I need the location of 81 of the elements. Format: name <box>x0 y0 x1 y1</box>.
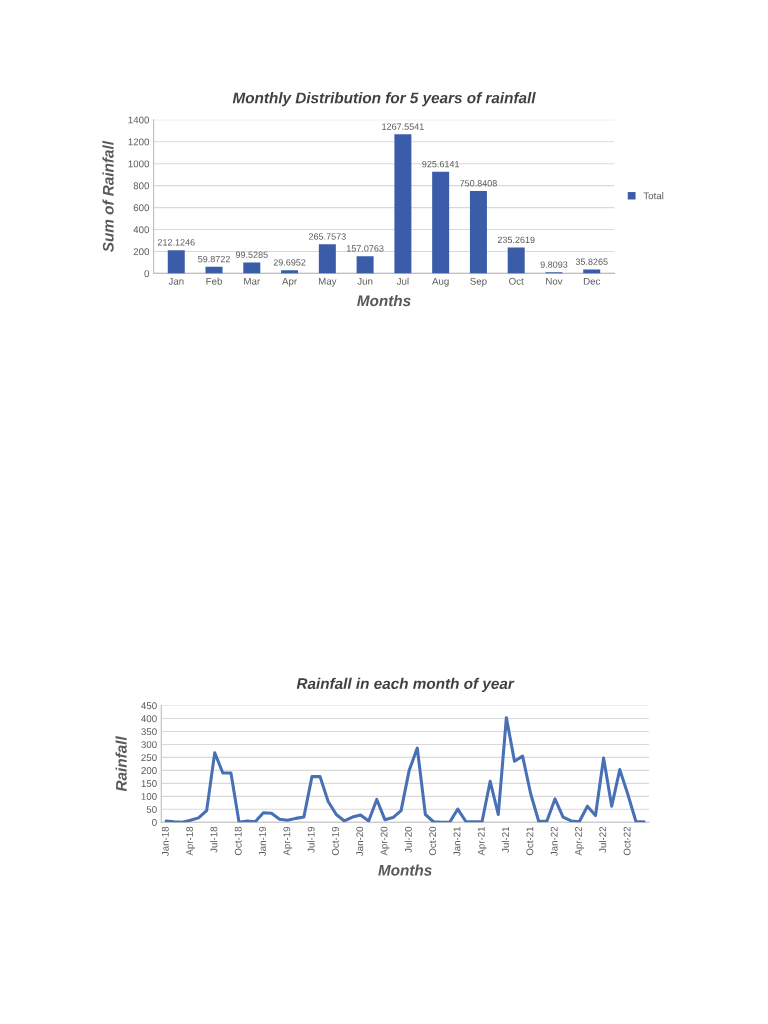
x-tick-label: Jan-19 <box>259 826 266 857</box>
y-axis-title: Sum of Rainfall <box>102 140 114 253</box>
bar <box>507 247 525 274</box>
data-label: 212.1246 <box>157 239 195 246</box>
y-tick-label: 350 <box>141 728 157 736</box>
data-label: 157.0763 <box>346 245 384 252</box>
x-tick-label: Apr-21 <box>477 826 487 856</box>
y-tick-label: 100 <box>141 793 157 800</box>
x-tick-label: Apr-19 <box>283 826 293 856</box>
y-tick-label: 800 <box>133 182 150 190</box>
x-tick-label: Oct-22 <box>623 826 631 856</box>
y-tick-label: 0 <box>152 819 157 826</box>
x-tick-label: Jul-19 <box>307 826 315 853</box>
y-tick-label: 200 <box>141 767 157 775</box>
x-tick-label: Jan <box>168 277 184 285</box>
bar <box>281 270 299 274</box>
x-tick-label: Feb <box>206 277 222 285</box>
x-tick-label: Jul-22 <box>599 826 607 853</box>
y-tick-label: 1200 <box>128 138 150 146</box>
x-tick-label: Sep <box>470 277 487 287</box>
x-tick-label: Jan-20 <box>356 826 364 857</box>
data-label: 99.5285 <box>235 251 268 258</box>
y-tick-label: 600 <box>133 204 150 212</box>
data-label: 29.6952 <box>273 259 306 266</box>
x-tick-label: Jun <box>357 277 373 285</box>
y-tick-label: 150 <box>141 780 157 787</box>
x-axis-title: Months <box>357 294 411 307</box>
data-label: 1267.5541 <box>382 123 424 130</box>
x-tick-label: Dec <box>583 277 601 285</box>
data-label: 9.8093 <box>540 261 568 268</box>
x-tick-label: Oct-21 <box>526 826 534 856</box>
x-tick-label: Aug <box>432 277 449 287</box>
data-label: 750.8408 <box>460 180 497 187</box>
bar <box>318 244 336 274</box>
bar <box>394 134 412 274</box>
y-tick-label: 50 <box>146 806 157 813</box>
y-tick-label: 400 <box>141 715 157 723</box>
x-tick-label: May <box>318 277 337 287</box>
x-tick-label: Nov <box>546 277 563 285</box>
data-label: 925.6141 <box>422 160 460 168</box>
x-tick-label: Mar <box>244 277 261 285</box>
y-tick-label: 450 <box>141 702 157 710</box>
x-tick-label: Jul-21 <box>501 826 509 853</box>
x-tick-label: Oct <box>509 277 524 285</box>
x-tick-label: Jul-18 <box>210 826 218 853</box>
y-axis-title: Rainfall <box>115 736 127 792</box>
x-tick-label: Jan-22 <box>550 826 558 857</box>
x-tick-label: Oct-20 <box>429 826 437 856</box>
legend-label: Total <box>643 192 664 200</box>
bar <box>356 256 374 274</box>
bar <box>205 266 223 274</box>
chart-title: Rainfall in each month of year <box>296 677 515 693</box>
x-axis-title: Months <box>378 864 432 876</box>
x-tick-label: Apr-22 <box>575 826 584 856</box>
chart-title: Monthly Distribution for 5 years of rainfall <box>232 92 536 107</box>
x-tick-label: Jul <box>396 277 409 285</box>
data-label: 235.2619 <box>497 236 535 244</box>
x-tick-label: Oct-18 <box>234 826 242 856</box>
y-tick-label: 0 <box>144 270 150 278</box>
line-series <box>164 716 646 823</box>
y-tick-label: 1000 <box>128 160 150 168</box>
bar <box>167 250 185 274</box>
x-tick-label: Jan-18 <box>161 826 169 857</box>
bar <box>469 191 487 274</box>
x-tick-label: Apr <box>282 277 297 287</box>
data-label: 35.8265 <box>575 258 608 265</box>
y-tick-label: 400 <box>133 226 150 234</box>
data-label: 59.8722 <box>198 255 230 263</box>
x-tick-label: Apr-20 <box>380 826 390 856</box>
x-tick-label: Jul-20 <box>404 826 412 853</box>
data-label: 265.7573 <box>308 233 346 240</box>
x-tick-label: Oct-19 <box>331 826 339 856</box>
y-tick-label: 1400 <box>128 116 150 124</box>
y-tick-label: 300 <box>141 741 157 749</box>
x-tick-label: Apr-18 <box>186 826 195 856</box>
y-tick-label: 200 <box>133 248 150 256</box>
bar <box>432 171 450 274</box>
bar <box>243 262 261 274</box>
x-tick-label: Jan-21 <box>453 826 461 857</box>
y-tick-label: 250 <box>141 754 157 762</box>
bar <box>583 269 601 274</box>
